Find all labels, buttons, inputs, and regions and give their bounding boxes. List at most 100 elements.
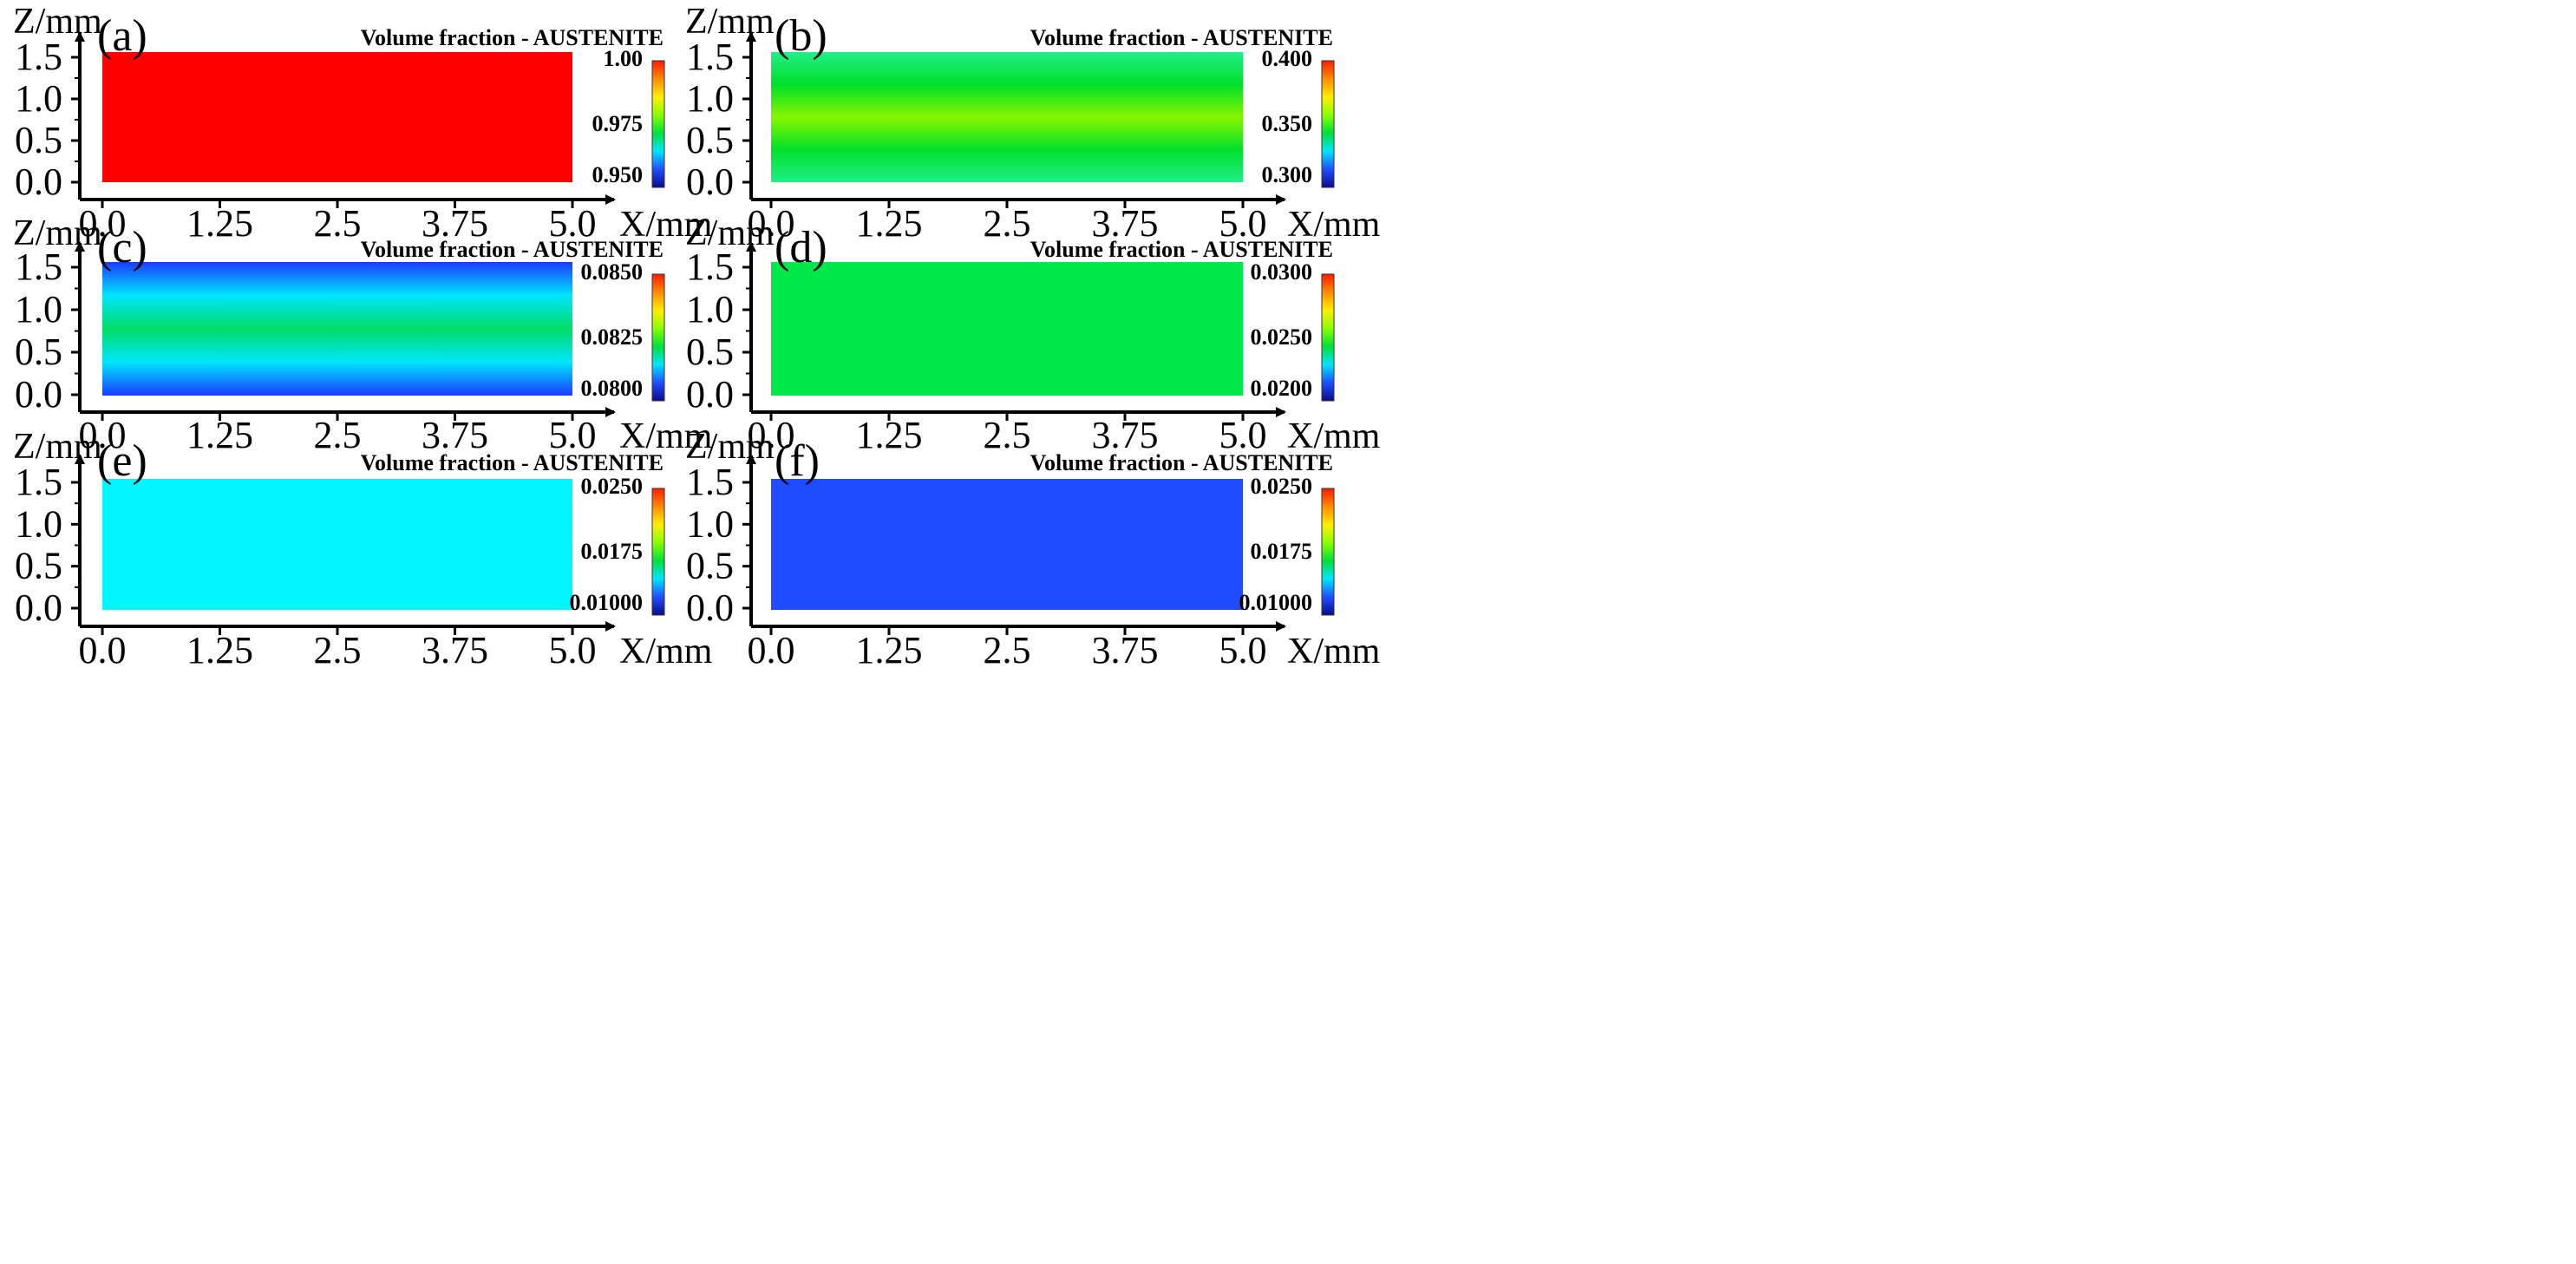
- x-tick-label: 0.0: [748, 202, 795, 245]
- x-axis-label: X/mm: [1287, 205, 1381, 245]
- x-tick-label: 3.75: [1092, 202, 1159, 245]
- y-tick-label: 0.0: [686, 373, 734, 416]
- x-tick-label: 0.0: [748, 414, 795, 456]
- x-tick-label: 5.0: [1219, 414, 1267, 456]
- y-tick-label: 0.0: [686, 160, 734, 203]
- x-tick-label: 3.75: [1092, 414, 1159, 456]
- x-tick-label: 1.25: [856, 629, 923, 671]
- y-tick-label: 0.5: [686, 545, 734, 587]
- x-tick-label: 5.0: [549, 629, 597, 671]
- colorbar-label: 0.0800: [581, 376, 644, 401]
- panel-label: (b): [775, 11, 827, 61]
- y-tick-label: 1.5: [686, 246, 734, 288]
- colorbar: [1321, 488, 1335, 616]
- colorbar-label: 0.01000: [570, 590, 644, 615]
- y-tick-label: 0.5: [686, 119, 734, 161]
- x-tick-label: 3.75: [422, 414, 488, 456]
- x-tick-label: 0.0: [79, 629, 127, 671]
- colorbar-label: 0.0250: [1251, 324, 1313, 350]
- field-rect: [771, 262, 1243, 396]
- x-tick-label: 2.5: [314, 202, 362, 245]
- field-rect: [102, 52, 572, 182]
- y-axis-label: Z/mm: [13, 2, 102, 42]
- x-axis-label: X/mm: [1287, 632, 1381, 671]
- x-tick-label: 5.0: [549, 414, 597, 456]
- y-tick-label: 1.0: [15, 288, 62, 331]
- colorbar-label: 0.350: [1262, 111, 1313, 136]
- y-tick-label: 1.0: [686, 288, 734, 331]
- panel-c: 0.00.51.01.50.0 1.25 2.5 3.75 5.0Z/mmX/mm(c)…: [13, 213, 713, 456]
- x-tick-label: 2.5: [984, 414, 1031, 456]
- colorbar: [1321, 60, 1335, 188]
- x-tick-label: 3.75: [422, 202, 488, 245]
- panel-a: 0.00.51.01.50.0 1.25 2.5 3.75 5.0Z/mmX/mm(a)…: [13, 2, 713, 245]
- panel-label: (e): [97, 436, 147, 486]
- field-rect: [771, 52, 1243, 182]
- panel-b: 0.00.51.01.50.0 1.25 2.5 3.75 5.0Z/mmX/mm(b)…: [685, 2, 1381, 245]
- x-axis-label: X/mm: [619, 416, 713, 456]
- x-tick-label: 1.25: [856, 414, 923, 456]
- x-tick-label: 1.25: [186, 414, 253, 456]
- y-tick-label: 1.5: [15, 36, 62, 78]
- colorbar-label: 0.0200: [1251, 376, 1313, 401]
- panel-title: Volume fraction - AUSTENITE: [361, 25, 664, 50]
- y-axis-label: Z/mm: [13, 427, 102, 467]
- field-rect: [771, 479, 1243, 610]
- y-tick-label: 0.0: [15, 586, 62, 629]
- x-tick-label: 5.0: [549, 202, 597, 245]
- x-tick-label: 5.0: [1219, 629, 1267, 671]
- colorbar-label: 0.400: [1262, 46, 1313, 71]
- y-tick-label: 1.0: [686, 502, 734, 545]
- x-tick-label: 5.0: [1219, 202, 1267, 245]
- colorbar-label: 0.0250: [581, 474, 644, 499]
- y-tick-label: 0.0: [15, 160, 62, 203]
- x-axis-label: X/mm: [1287, 416, 1381, 456]
- y-tick-label: 1.0: [15, 502, 62, 545]
- x-tick-label: 1.25: [186, 202, 253, 245]
- y-tick-label: 0.5: [686, 331, 734, 373]
- colorbar-label: 1.00: [604, 46, 644, 71]
- panel-d: 0.00.51.01.50.0 1.25 2.5 3.75 5.0Z/mmX/mm(d)…: [685, 213, 1381, 456]
- x-tick-label: 1.25: [186, 629, 253, 671]
- panel-f: 0.00.51.01.50.0 1.25 2.5 3.75 5.0Z/mmX/mm(f)…: [685, 427, 1381, 671]
- x-tick-label: 2.5: [314, 629, 362, 671]
- x-tick-label: 0.0: [79, 202, 127, 245]
- y-axis-label: Z/mm: [13, 213, 102, 253]
- x-tick-label: 3.75: [1092, 629, 1159, 671]
- panel-title: Volume fraction - AUSTENITE: [361, 237, 664, 262]
- panel-e: 0.00.51.01.50.0 1.25 2.5 3.75 5.0Z/mmX/mm(e)…: [13, 427, 713, 671]
- x-tick-label: 2.5: [314, 414, 362, 456]
- colorbar-label: 0.0300: [1251, 259, 1313, 285]
- y-axis-label: Z/mm: [685, 213, 775, 253]
- colorbar: [651, 273, 665, 402]
- colorbar-label: 0.0250: [1251, 474, 1313, 499]
- panel-title: Volume fraction - AUSTENITE: [1030, 25, 1333, 50]
- panel-label: (c): [97, 223, 147, 272]
- colorbar-label: 0.01000: [1239, 590, 1313, 615]
- y-tick-label: 1.0: [15, 77, 62, 120]
- y-axis-label: Z/mm: [685, 427, 775, 467]
- colorbar-label: 0.300: [1262, 162, 1313, 187]
- colorbar-label: 0.950: [592, 162, 644, 187]
- x-tick-label: 1.25: [856, 202, 923, 245]
- panel-title: Volume fraction - AUSTENITE: [361, 450, 664, 475]
- x-tick-label: 2.5: [984, 202, 1031, 245]
- y-tick-label: 1.5: [15, 246, 62, 288]
- colorbar-label: 0.0850: [581, 259, 644, 285]
- colorbar: [651, 60, 665, 188]
- y-tick-label: 0.0: [15, 373, 62, 416]
- colorbar-label: 0.0175: [1251, 539, 1313, 564]
- x-tick-label: 2.5: [984, 629, 1031, 671]
- x-tick-label: 0.0: [748, 629, 795, 671]
- y-tick-label: 0.5: [15, 331, 62, 373]
- panel-title: Volume fraction - AUSTENITE: [1030, 450, 1333, 475]
- colorbar-label: 0.975: [592, 111, 644, 136]
- colorbar: [651, 488, 665, 616]
- field-rect: [102, 479, 572, 610]
- panel-title: Volume fraction - AUSTENITE: [1030, 237, 1333, 262]
- y-tick-label: 1.0: [686, 77, 734, 120]
- y-tick-label: 0.5: [15, 119, 62, 161]
- x-axis-label: X/mm: [619, 632, 713, 671]
- colorbar: [1321, 273, 1335, 402]
